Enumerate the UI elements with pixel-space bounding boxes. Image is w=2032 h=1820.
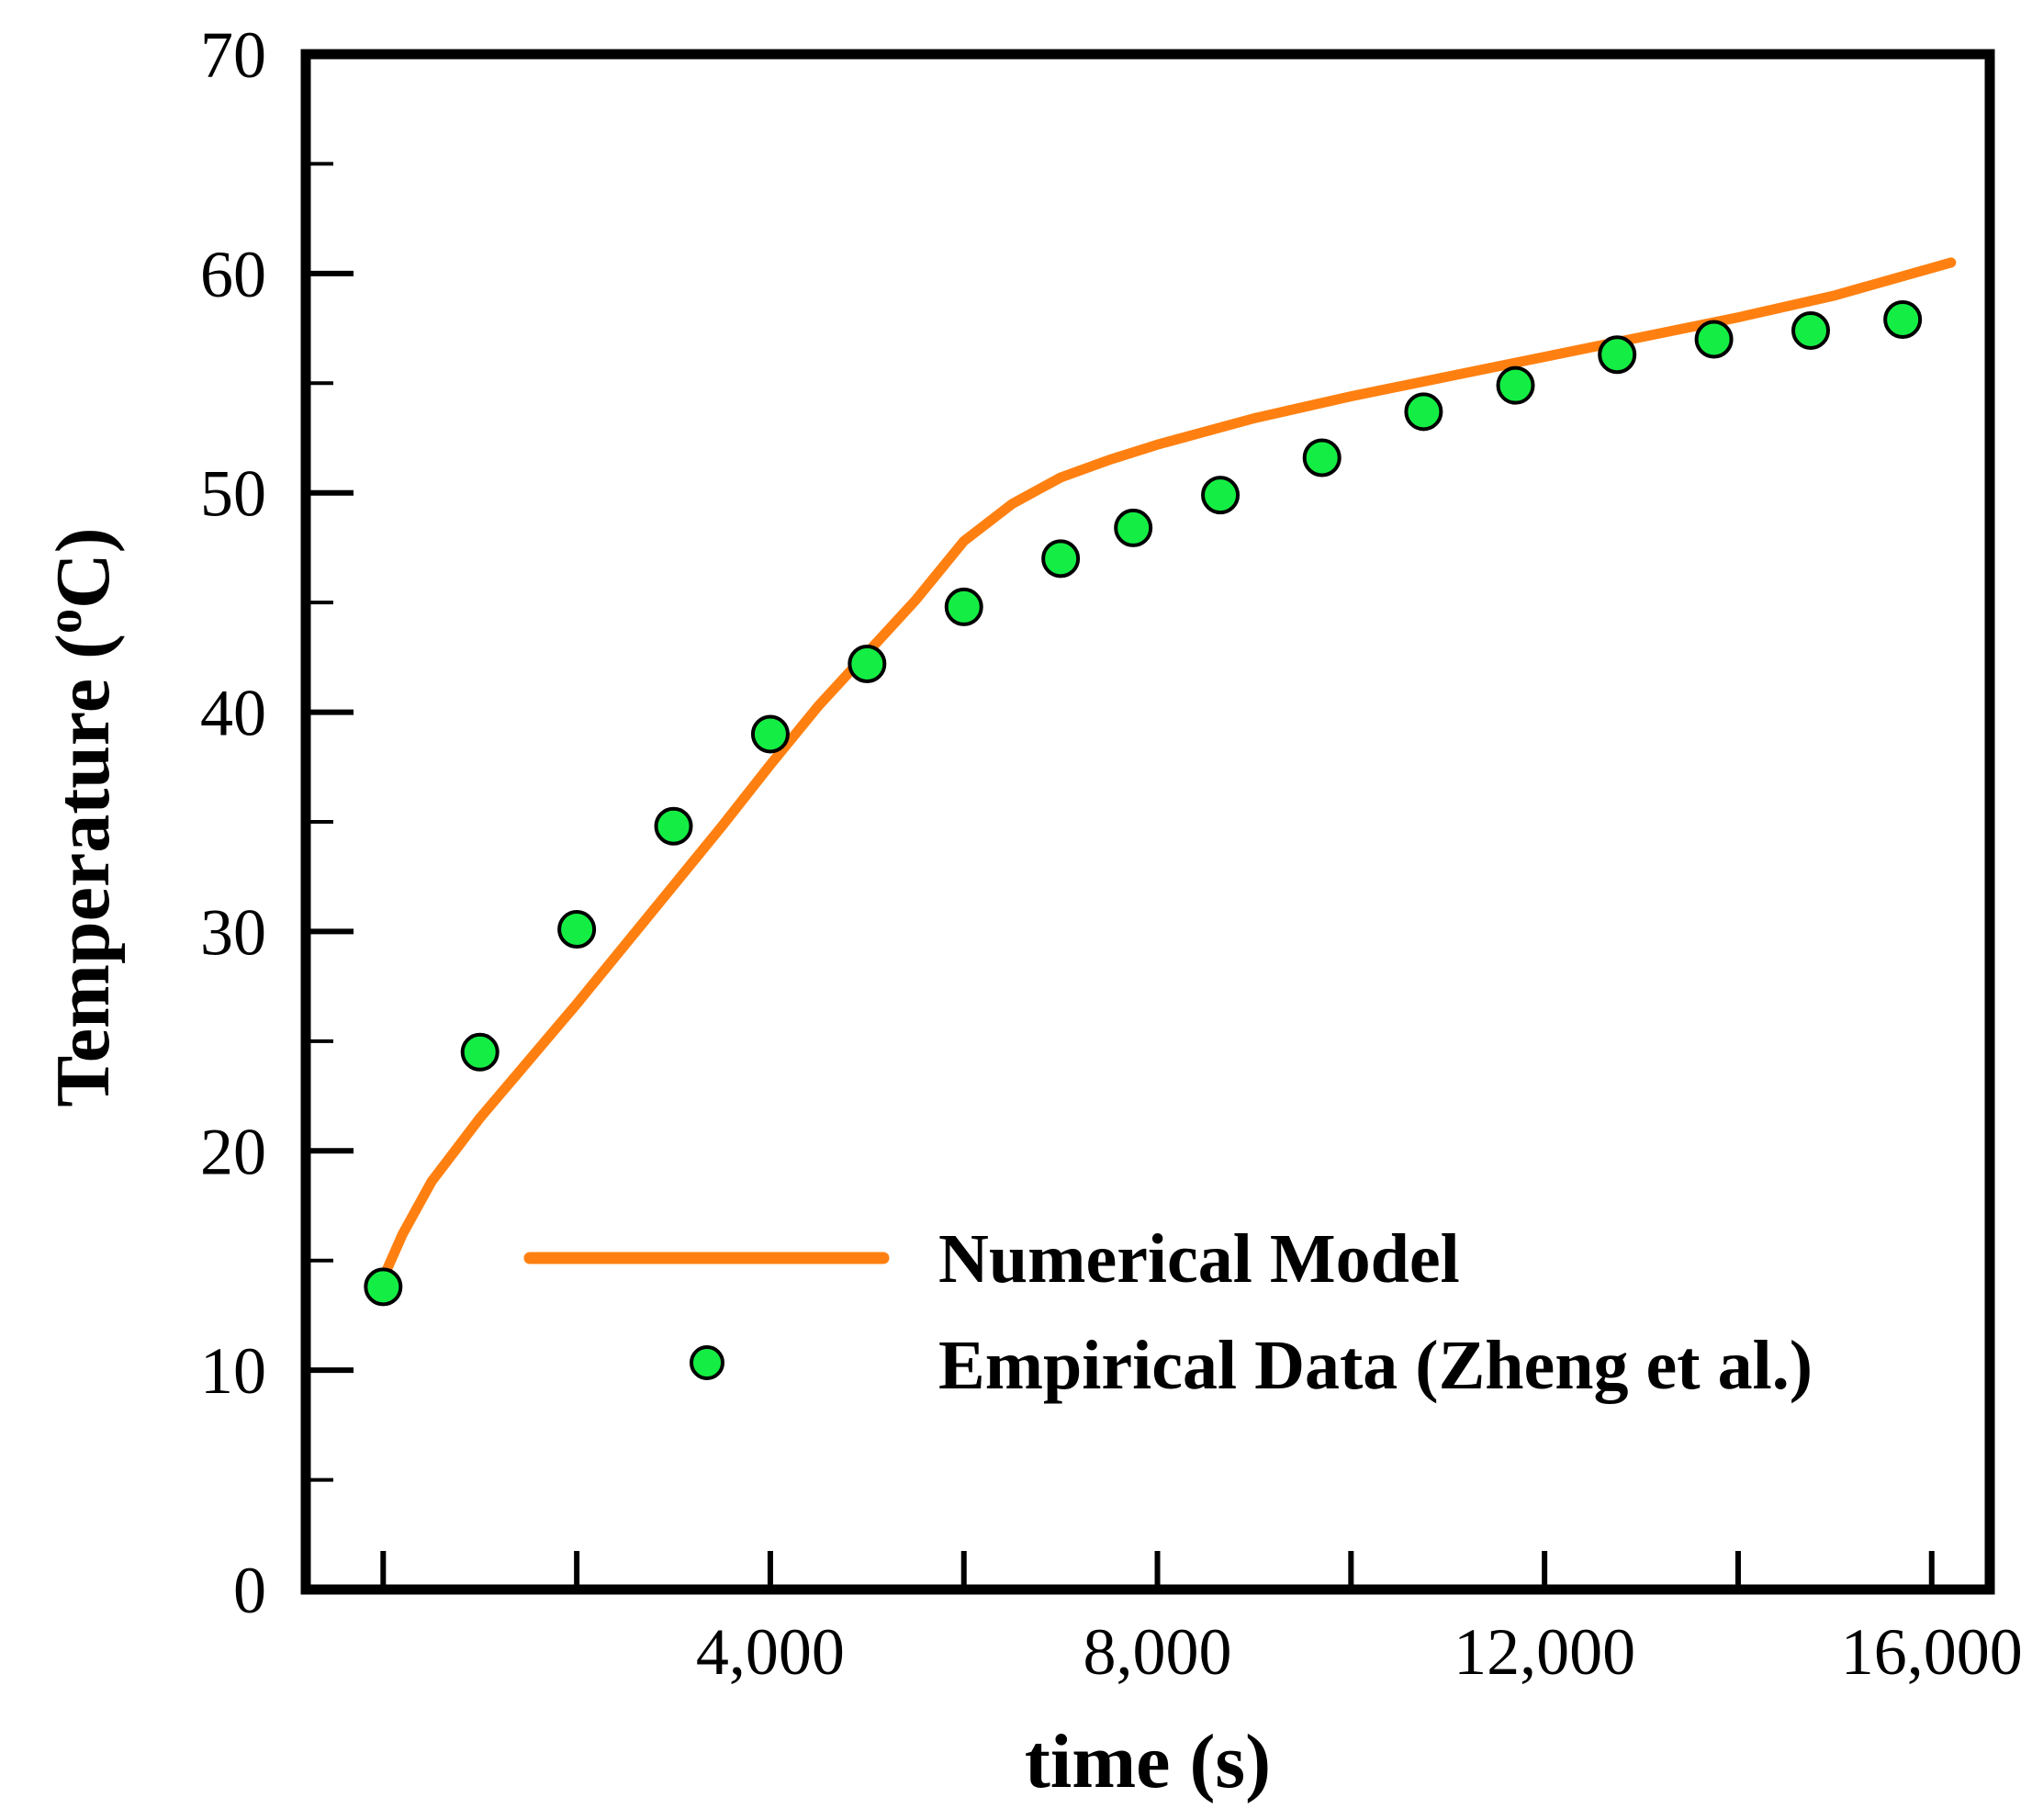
y-tick-label: 10 <box>200 1334 266 1408</box>
empirical-data-point <box>1883 300 1923 340</box>
x-tick-label: 12,000 <box>1454 1615 1635 1689</box>
y-tick-label: 30 <box>200 895 266 969</box>
tick-labels: 4,000 8,000 12,000 16,000 0 10 20 30 40 50 60 70 <box>200 18 2023 1689</box>
empirical-data-point <box>1041 539 1081 579</box>
y-tick-label: 0 <box>233 1554 266 1627</box>
empirical-data-point <box>1302 438 1342 477</box>
y-axis-title-main: Temperature ( <box>40 634 126 1107</box>
y-tick-label: 40 <box>200 677 266 750</box>
x-axis-title: time (s) <box>1025 1719 1271 1804</box>
empirical-data-point <box>1496 365 1535 405</box>
empirical-data-point <box>848 645 887 684</box>
legend-marker-swatch <box>690 1345 724 1380</box>
empirical-data-point <box>1404 392 1443 432</box>
empirical-data-point <box>654 806 693 846</box>
legend-label-empirical-data: Empirical Data (Zheng et al.) <box>938 1327 1813 1404</box>
plot-frame <box>300 49 1995 1595</box>
empirical-data-point <box>1791 310 1831 350</box>
empirical-data-point <box>1694 320 1734 359</box>
legend: Numerical Model Empirical Data (Zheng et… <box>523 1220 1813 1404</box>
x-tick-label: 16,000 <box>1841 1615 2023 1689</box>
empirical-data-point <box>944 587 983 626</box>
x-tick-label: 4,000 <box>696 1615 845 1689</box>
empirical-data-point <box>460 1032 500 1072</box>
numerical-model-series <box>377 257 1957 1284</box>
y-tick-label: 20 <box>200 1115 266 1188</box>
empirical-data-point <box>1201 476 1241 515</box>
empirical-data-point <box>750 714 790 754</box>
empirical-data-point <box>1598 335 1637 375</box>
y-tick-label: 70 <box>200 18 266 92</box>
y-axis-title: Temperature (oC) <box>37 527 126 1107</box>
y-axis-title-superscript: o <box>37 609 92 634</box>
y-axis-title-unit: C) <box>40 527 126 609</box>
y-tick-label: 50 <box>200 457 266 531</box>
legend-label-numerical-model: Numerical Model <box>938 1220 1460 1298</box>
numerical-model-line <box>377 257 1957 1284</box>
empirical-data-point <box>364 1267 403 1307</box>
x-tick-label: 8,000 <box>1083 1615 1232 1689</box>
empirical-data-series <box>364 300 1923 1307</box>
empirical-data-point <box>1114 508 1153 547</box>
y-tick-label: 60 <box>200 238 266 311</box>
empirical-data-point <box>557 910 597 949</box>
